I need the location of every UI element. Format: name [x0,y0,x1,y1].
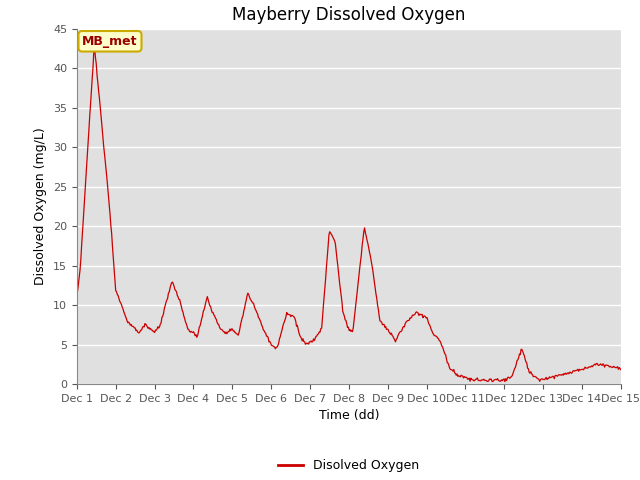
Disolved Oxygen [568,371,575,376]
Disolved Oxygen [219,328,227,334]
Disolved Oxygen [489,379,497,384]
Line: Disolved Oxygen: Disolved Oxygen [77,48,621,382]
Disolved Oxygen [73,293,81,299]
X-axis label: Time (dd): Time (dd) [319,409,379,422]
Text: MB_met: MB_met [82,35,138,48]
Disolved Oxygen [91,45,99,50]
Disolved Oxygen [88,75,96,81]
Disolved Oxygen [617,367,625,372]
Disolved Oxygen [162,300,170,305]
Y-axis label: Dissolved Oxygen (mg/L): Dissolved Oxygen (mg/L) [35,128,47,285]
Disolved Oxygen [532,374,540,380]
Title: Mayberry Dissolved Oxygen: Mayberry Dissolved Oxygen [232,6,465,24]
Disolved Oxygen [252,306,259,312]
Legend: Disolved Oxygen: Disolved Oxygen [273,454,424,477]
